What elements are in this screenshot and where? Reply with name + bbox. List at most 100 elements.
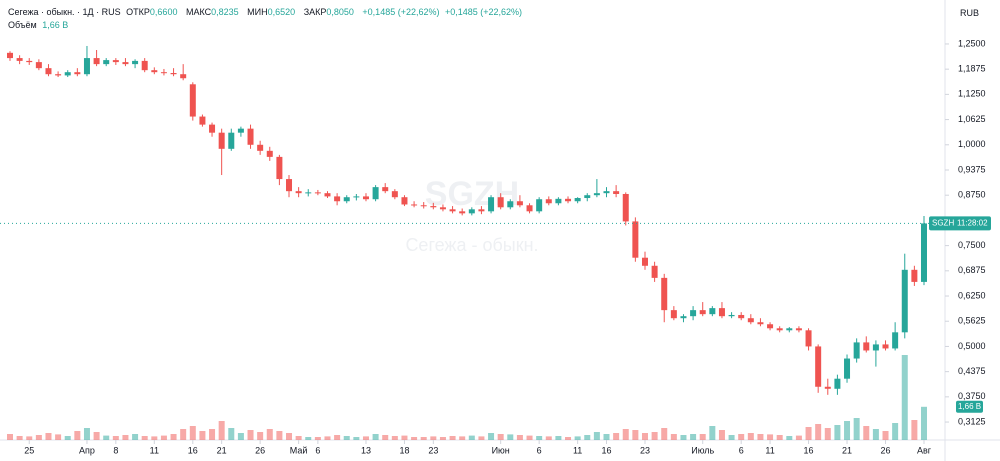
- candle-body: [603, 191, 610, 194]
- volume-bar: [545, 436, 552, 440]
- volume-bar: [257, 432, 264, 440]
- x-tick-label: Май: [290, 445, 308, 455]
- candle-body: [83, 58, 90, 75]
- volume-bar: [26, 436, 33, 440]
- candle-body: [805, 330, 812, 347]
- candle-body: [593, 193, 600, 196]
- volume-bar: [382, 435, 389, 440]
- stat-label: ОТКР: [126, 7, 150, 17]
- volume-bar: [574, 436, 581, 440]
- candle-body: [516, 201, 523, 206]
- candle-body: [209, 124, 216, 133]
- volume-bar: [805, 427, 812, 440]
- volume-bar: [449, 436, 456, 440]
- y-tick-label: 0,3125: [958, 416, 986, 426]
- y-tick-label: 1,1875: [958, 64, 986, 74]
- volume-bar: [362, 436, 369, 440]
- volume-bar: [853, 418, 860, 440]
- x-tick-label: 6: [739, 445, 744, 455]
- x-tick-label: 25: [24, 445, 34, 455]
- volume-bar: [555, 436, 562, 440]
- candle-body: [536, 199, 543, 212]
- y-tick-label: 0,3750: [958, 391, 986, 401]
- candle-body: [151, 70, 158, 73]
- volume-bar: [180, 429, 187, 440]
- candle-body: [690, 310, 697, 317]
- volume-bar: [189, 426, 196, 440]
- volume-bar: [237, 433, 244, 440]
- candle-body: [718, 308, 725, 317]
- y-tick-label: 0,5625: [958, 316, 986, 326]
- volume-bar: [411, 437, 418, 440]
- candle-body: [680, 316, 687, 319]
- volume-bar: [247, 430, 254, 440]
- volume-bar: [795, 435, 802, 440]
- volume-bar: [391, 436, 398, 440]
- currency[interactable]: RUB: [960, 8, 980, 18]
- candle-body: [305, 192, 312, 194]
- stat-label: МИН: [247, 7, 268, 17]
- candle-body: [7, 52, 13, 59]
- stat-label: ЗАКР: [303, 7, 327, 17]
- candle-body: [170, 72, 177, 75]
- volume-bar: [603, 434, 610, 440]
- x-tick-label: 6: [537, 445, 542, 455]
- candle-body: [228, 132, 235, 149]
- volume-bar: [584, 435, 591, 440]
- candle-body: [247, 128, 254, 145]
- volume-bar: [295, 436, 302, 440]
- candle-body: [64, 72, 71, 76]
- candle-body: [439, 207, 446, 210]
- change: +0,1485 (+22,62%): [362, 7, 440, 17]
- x-tick-label: 16: [804, 445, 814, 455]
- volume-bar: [372, 434, 379, 440]
- volume-bar: [844, 421, 851, 440]
- candle-body: [872, 344, 879, 351]
- volume-bar: [7, 434, 13, 440]
- volume-label: Объём: [8, 20, 37, 30]
- legend-row: Сегежа · обыкн. · 1Д · RUS ОТКР0,6600 МА…: [8, 6, 525, 19]
- volume-bar: [699, 434, 706, 440]
- stat-value: 0,8050: [326, 7, 354, 17]
- candle-body: [728, 314, 735, 317]
- candle-body: [892, 332, 899, 349]
- volume-bar: [516, 435, 523, 440]
- volume-bar: [353, 437, 360, 440]
- candle-body: [93, 58, 100, 65]
- candle-body: [160, 72, 167, 74]
- x-tick-label: Авг: [917, 445, 932, 455]
- volume-bar: [55, 434, 62, 440]
- candle-body: [353, 196, 360, 198]
- candle-body: [478, 209, 485, 212]
- candle-body: [334, 196, 341, 202]
- volume-value: 1,66 B: [42, 20, 69, 30]
- candle-body: [218, 132, 225, 149]
- x-tick-label: 16: [601, 445, 611, 455]
- legend: Сегежа · обыкн. · 1Д · RUS ОТКР0,6600 МА…: [8, 6, 525, 32]
- candle-body: [420, 205, 427, 207]
- candle-body: [132, 60, 139, 65]
- y-tick-label: 0,6875: [958, 265, 986, 275]
- y-tick-label: 1,0000: [958, 139, 986, 149]
- candle-body: [651, 265, 658, 278]
- volume-bar: [536, 436, 543, 440]
- volume-bar: [786, 436, 793, 440]
- volume-bar: [872, 429, 879, 440]
- candle-body: [362, 196, 369, 200]
- x-tick-label: 13: [361, 445, 371, 455]
- volume-bar: [459, 436, 466, 440]
- candle-body: [921, 223, 927, 282]
- volume-bar: [776, 435, 783, 440]
- volume-bar: [651, 432, 658, 440]
- x-tick-label: Июль: [691, 445, 714, 455]
- volume-bar: [680, 435, 687, 440]
- volume-bar: [83, 428, 90, 440]
- candle-body: [324, 193, 331, 197]
- stat-label: МАКС: [185, 7, 212, 17]
- last-price-symbol: SGZH: [932, 219, 954, 228]
- candle-body: [901, 269, 908, 333]
- candle-body: [112, 60, 119, 63]
- volume-bar: [35, 435, 42, 440]
- volume-bar: [834, 425, 841, 440]
